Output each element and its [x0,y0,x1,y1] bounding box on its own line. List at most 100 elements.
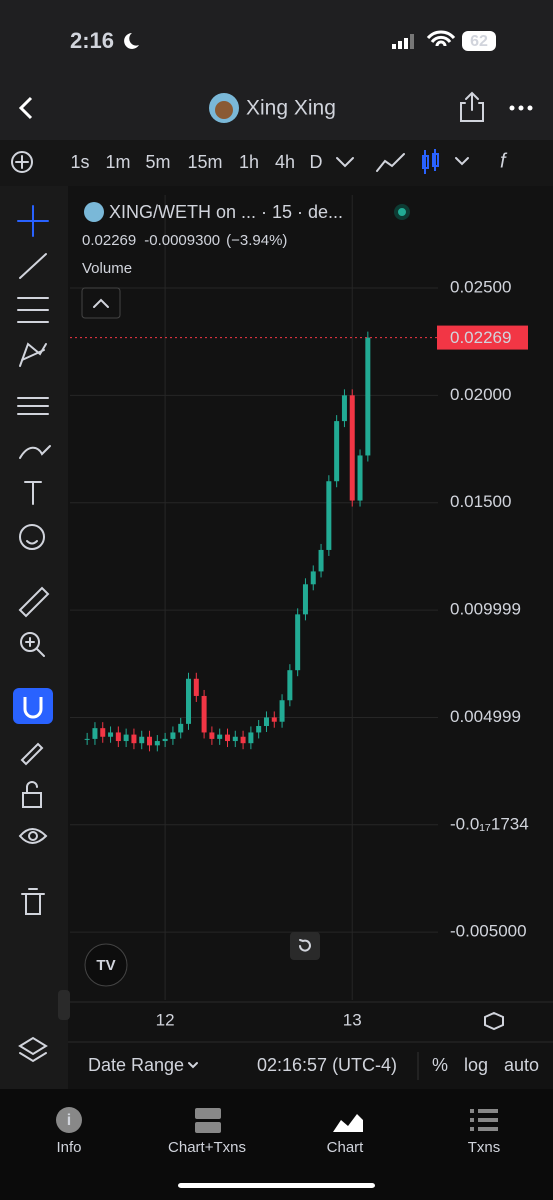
candle-body [217,734,223,739]
clock: 02:16:57 (UTC-4) [257,1055,397,1075]
candle-body [349,395,355,501]
y-tick-label: -0.005000 [450,922,527,941]
page-title: Xing Xing [246,97,336,120]
candle-body [154,741,160,746]
candle-body [147,736,153,746]
line-style[interactable] [376,153,405,172]
candle-body [193,678,199,696]
candle-body [341,395,347,422]
x-tick-label: 12 [156,1010,175,1029]
candle-body [209,732,215,739]
tab-label[interactable]: Info [56,1139,81,1156]
indicators-button[interactable]: f [500,150,508,172]
magnet-mode[interactable] [13,688,53,724]
txns-icon [470,1109,498,1131]
candle-body [263,717,269,727]
candle-body [186,678,192,724]
avatar-face [215,101,233,119]
timeframe[interactable]: 1h [239,152,259,172]
tabs: Info Chart+Txns Chart Txns [56,1139,500,1156]
timeframe[interactable]: 5m [145,152,170,172]
more-intervals[interactable] [336,157,354,168]
candle-body [115,732,121,742]
more-button[interactable] [509,105,533,111]
last-price-marker [437,325,528,350]
x-tick-label: 13 [343,1010,362,1029]
status-time: 2:16 [70,28,114,53]
candle-body [108,732,114,737]
timeframe[interactable]: D [310,152,323,172]
pair-title: XING/WETH on ... · 15 · de... [109,202,343,222]
candle-body [131,734,137,744]
candle-body [334,421,340,482]
settings-button[interactable] [484,1011,504,1031]
tab-label[interactable]: Chart [327,1139,365,1156]
share-button[interactable] [460,91,484,122]
magnet-icon [23,697,43,719]
volume-label: Volume [82,260,132,277]
collapse-button[interactable] [81,287,121,319]
candle-body [326,481,332,550]
signal-icon [392,34,414,49]
y-tick-label: -0.0₁₇1734 [450,814,529,833]
tv-logo-text: TV [96,957,115,974]
candle-body [224,734,230,742]
candle-body [310,571,316,585]
auto-toggle[interactable]: auto [504,1055,539,1075]
last-price: 0.02269 [82,232,136,249]
candle-body [139,736,145,744]
candle-body [318,549,324,572]
timeframe[interactable]: 15m [187,152,222,172]
y-tick-label: 0.009999 [450,600,521,619]
log-toggle[interactable]: log [464,1055,488,1075]
drawing-tools [17,205,51,657]
price-change: -0.0009300 [144,232,220,249]
price-change-pct: (−3.94%) [226,232,287,249]
candle-body [232,736,238,742]
plot: 0.02500 0.02000 0.01500 0.009999 0.004999 -0.… [70,195,529,1029]
tab-label[interactable]: Chart+Txns [168,1139,246,1156]
candle-body [123,734,129,742]
collapse-icon [93,298,109,308]
candle-body [92,728,98,739]
date-range[interactable]: Date Range [88,1055,184,1075]
candle-body [279,700,285,722]
home-indicator [178,1183,375,1188]
candle-body [287,670,293,701]
candle-body [170,732,176,739]
add-indicator[interactable] [11,151,33,173]
tab-label[interactable]: Txns [468,1139,501,1156]
back-button[interactable] [18,96,33,120]
battery-icon [462,31,496,51]
toolbar-toggle[interactable] [58,990,70,1020]
candle-body [357,455,363,501]
more-styles[interactable] [455,157,469,166]
candle-body [162,738,168,742]
y-tick-label: 0.01500 [450,492,511,511]
timeframe[interactable]: 1m [105,152,130,172]
moon-icon [124,33,139,49]
tab-bar [0,1089,553,1200]
percent-toggle[interactable]: % [432,1055,448,1075]
candle-style[interactable] [422,149,439,174]
date-range-caret [188,1062,198,1069]
reset-icon [299,939,311,952]
chart-icon [333,1114,363,1132]
timeframe[interactable]: 4h [275,152,295,172]
reset-button[interactable] [290,932,320,960]
candle-body [201,695,207,733]
timeframe[interactable]: 1s [70,152,89,172]
candle-body [100,728,106,737]
candle-body [295,614,301,671]
wifi-icon [426,30,456,47]
y-tick-label: 0.004999 [450,707,521,726]
more-tools [18,742,48,1063]
candle-body [240,736,246,744]
battery-level: 62 [470,33,488,50]
drawing-toolbar [0,186,68,1089]
info-icon [56,1107,82,1133]
y-tick-label: 0.02000 [450,385,511,404]
candle-body [178,723,184,733]
pair-avatar [84,202,104,222]
